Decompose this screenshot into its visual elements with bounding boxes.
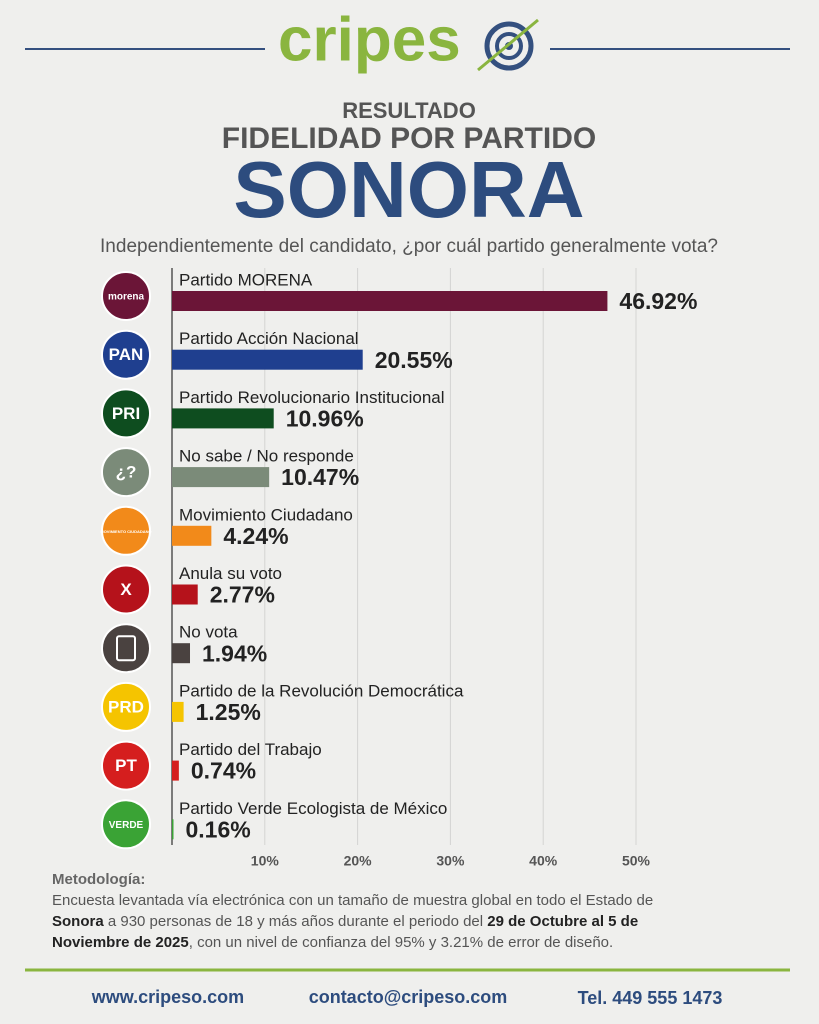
party-icon-label: VERDE — [109, 820, 144, 831]
category-label: Movimiento Ciudadano — [179, 505, 353, 524]
party-icon-label: MOVIMIENTO CIUDADANO — [100, 529, 151, 534]
value-label: 0.16% — [185, 816, 250, 842]
party-icon — [101, 623, 151, 674]
category-label: Partido de la Revolución Democrática — [179, 681, 464, 700]
value-label: 1.94% — [202, 640, 267, 666]
bar — [172, 467, 270, 488]
value-label: 10.96% — [286, 405, 364, 431]
value-label: 1.25% — [196, 699, 261, 725]
methodology-segment: Noviembre de 2025 — [52, 934, 189, 951]
party-icon-glyph — [116, 635, 136, 662]
question: Independientemente del candidato, ¿por c… — [100, 236, 718, 257]
bar — [172, 525, 212, 546]
x-tick-label: 20% — [344, 853, 373, 869]
party-icon — [101, 271, 151, 321]
brand-logo: cripes — [278, 5, 461, 74]
party-icon — [101, 447, 151, 498]
value-label: 2.77% — [210, 582, 275, 608]
party-icon-label: X — [120, 580, 132, 599]
party-icon-label: PRD — [108, 697, 144, 716]
brand-target — [477, 18, 539, 72]
party-icon-label: PAN — [109, 345, 144, 364]
footer-email: contacto@cripeso.com — [309, 987, 508, 1007]
party-icon — [101, 564, 151, 615]
bar — [172, 819, 174, 840]
party-icon-label: ¿? — [116, 463, 137, 482]
chart-subtitle: SONORA — [233, 145, 584, 234]
bar — [172, 643, 191, 664]
methodology-segment: Encuesta levantada vía electrónica con u… — [52, 892, 653, 909]
category-label: No vota — [179, 623, 238, 642]
methodology-segment: Sonora — [52, 913, 104, 930]
category-label: Partido Acción Nacional — [179, 329, 359, 348]
methodology-segment: 29 de Octubre al 5 de — [487, 913, 638, 930]
category-label: Partido Verde Ecologista de México — [179, 799, 447, 818]
category-label: No sabe / No responde — [179, 447, 354, 466]
footer-web: www.cripeso.com — [91, 987, 244, 1007]
category-label: Partido del Trabajo — [179, 740, 322, 759]
party-icon-label: PRI — [112, 404, 140, 423]
value-label: 46.92% — [619, 288, 697, 314]
methodology-text: Encuesta levantada vía electrónica con u… — [52, 892, 653, 951]
bar — [172, 584, 198, 605]
methodology-segment: a 930 personas de 18 y más años durante … — [104, 913, 488, 930]
methodology-title: Metodología: — [52, 871, 145, 888]
value-label: 4.24% — [223, 523, 288, 549]
category-label: Anula su voto — [179, 564, 282, 583]
kicker: RESULTADO — [342, 98, 476, 123]
value-label: 0.74% — [191, 758, 256, 784]
party-icon — [101, 740, 151, 791]
bar — [172, 760, 179, 781]
plot: 10% 20% 30% 40% 50% morena Partido MORENA 46.92… — [100, 268, 697, 869]
party-icon-label: morena — [108, 292, 145, 303]
bar — [172, 291, 608, 311]
x-tick-label: 50% — [622, 853, 651, 869]
value-label: 20.55% — [375, 347, 453, 373]
chart-title: FIDELIDAD POR PARTIDO — [222, 122, 596, 155]
party-icon — [101, 799, 151, 850]
footer-phone: Tel. 449 555 1473 — [578, 988, 723, 1008]
x-tick-label: 30% — [436, 853, 465, 869]
bar — [172, 701, 184, 722]
category-label: Partido MORENA — [179, 270, 313, 289]
bar — [172, 349, 363, 370]
methodology-segment: , con un nivel de confianza del 95% y 3.… — [189, 934, 613, 951]
x-tick-label: 10% — [251, 853, 280, 869]
bar — [172, 408, 274, 429]
party-icon — [101, 388, 151, 439]
x-tick-label: 40% — [529, 853, 558, 869]
value-label: 10.47% — [281, 464, 359, 490]
party-icon — [101, 505, 151, 556]
party-icon — [101, 329, 151, 380]
category-label: Partido Revolucionario Institucional — [179, 388, 445, 407]
party-icon — [101, 681, 151, 732]
party-icon-label: PT — [115, 756, 137, 775]
